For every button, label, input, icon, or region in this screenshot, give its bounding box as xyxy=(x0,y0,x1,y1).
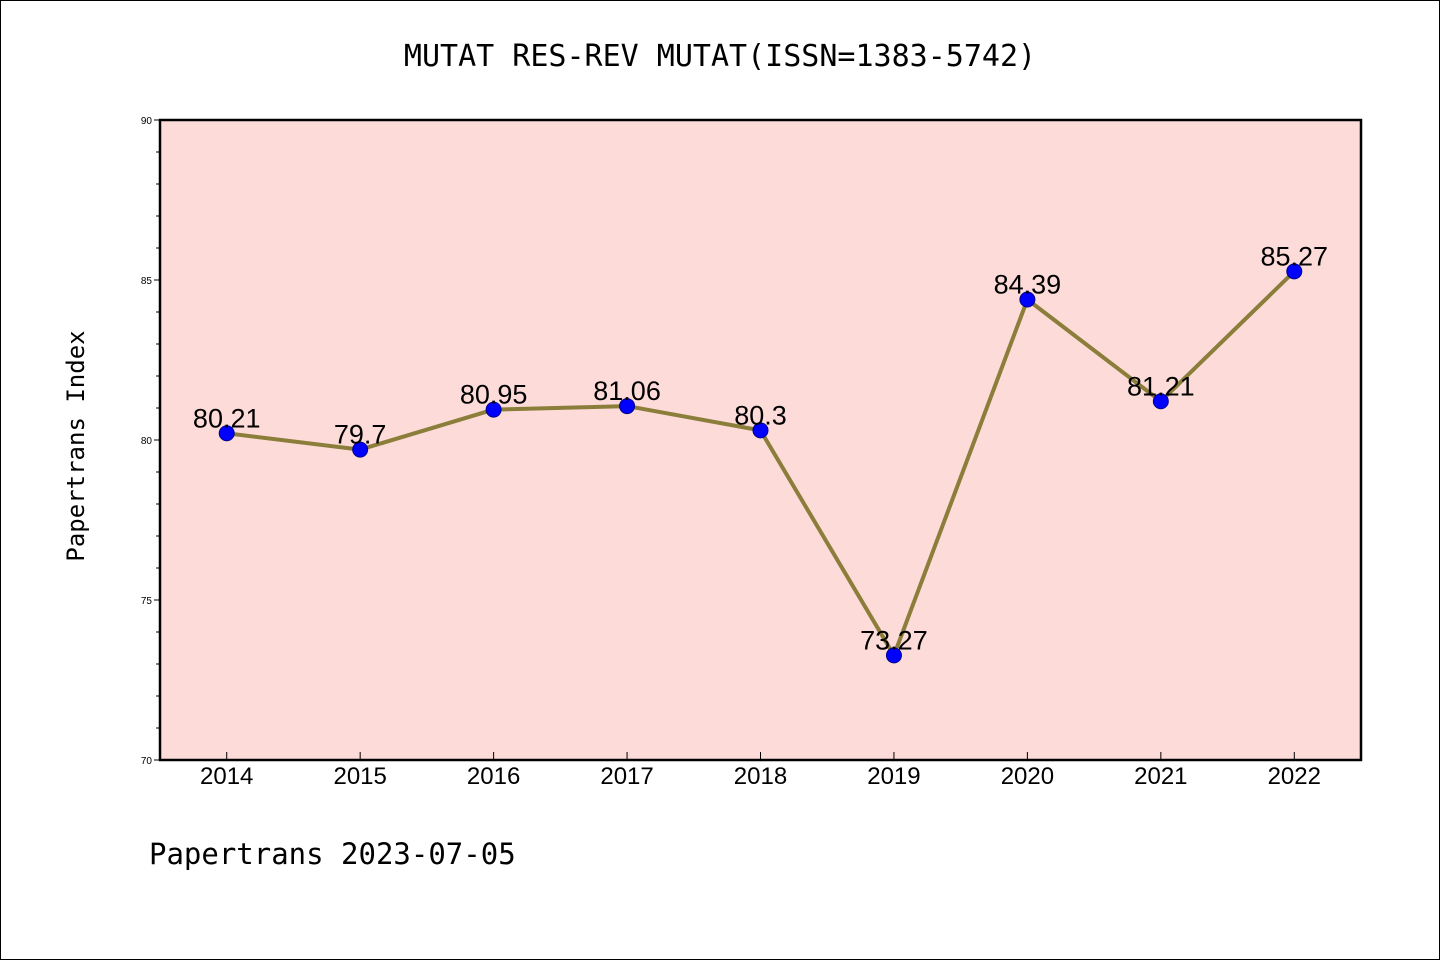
data-label: 80.3 xyxy=(734,400,787,430)
x-tick-label: 2016 xyxy=(467,763,520,790)
y-tick-label: 90 xyxy=(141,116,153,127)
series-line-segment xyxy=(358,407,496,452)
x-tick-label: 2015 xyxy=(333,763,386,790)
x-tick-label: 2014 xyxy=(200,763,253,790)
series-line-segment xyxy=(625,404,763,433)
footer-caption: Papertrans 2023-07-05 xyxy=(149,837,516,871)
series-line-segment xyxy=(224,431,363,452)
data-point xyxy=(752,422,769,439)
chart-title: MUTAT RES-REV MUTAT(ISSN=1383-5742) xyxy=(404,39,1036,74)
data-point xyxy=(1152,393,1169,410)
series-line-segment xyxy=(1025,297,1163,404)
data-label: 81.21 xyxy=(1127,371,1195,401)
series-line-segment xyxy=(1158,269,1297,404)
y-tick-label: 70 xyxy=(141,756,153,767)
series-line-segment xyxy=(491,404,630,412)
x-tick-label: 2022 xyxy=(1268,763,1321,790)
data-point xyxy=(218,425,235,442)
data-point xyxy=(619,398,636,415)
data-label: 79.7 xyxy=(334,420,387,450)
series-line-segment xyxy=(758,428,896,658)
x-tick-label: 2019 xyxy=(867,763,920,790)
data-label: 73.27 xyxy=(860,625,928,655)
data-points xyxy=(218,263,1303,664)
plot-border xyxy=(158,118,1363,762)
y-tick-label: 85 xyxy=(141,276,153,287)
y-tick-label: 80 xyxy=(141,436,153,447)
series-line-group xyxy=(224,269,1297,658)
series-line-segment xyxy=(891,297,1030,658)
data-label: 80.95 xyxy=(460,380,528,410)
x-tick-label: 2018 xyxy=(734,763,787,790)
axis-ticks: 70 75 80 85 90 2014 2015 2016 2017 2018 2019 2020 20… xyxy=(141,116,1321,790)
data-label: 85.27 xyxy=(1260,241,1328,271)
data-point xyxy=(485,401,502,418)
data-point xyxy=(885,647,902,664)
data-label: 81.06 xyxy=(593,376,661,406)
plot-area xyxy=(160,120,1361,760)
x-tick-label: 2021 xyxy=(1134,763,1187,790)
data-labels: 80.21 79.7 80.95 81.06 80.3 73.27 84.39 81.21 85… xyxy=(193,241,1328,655)
data-point xyxy=(352,441,369,458)
y-axis-label: Papertrans Index xyxy=(62,330,90,561)
y-tick-label: 75 xyxy=(141,596,153,607)
x-tick-label: 2017 xyxy=(600,763,653,790)
data-label: 84.39 xyxy=(994,270,1062,300)
x-tick-label: 2020 xyxy=(1001,763,1054,790)
data-point xyxy=(1286,263,1303,280)
data-label: 80.21 xyxy=(193,403,261,433)
data-point xyxy=(1019,291,1036,308)
